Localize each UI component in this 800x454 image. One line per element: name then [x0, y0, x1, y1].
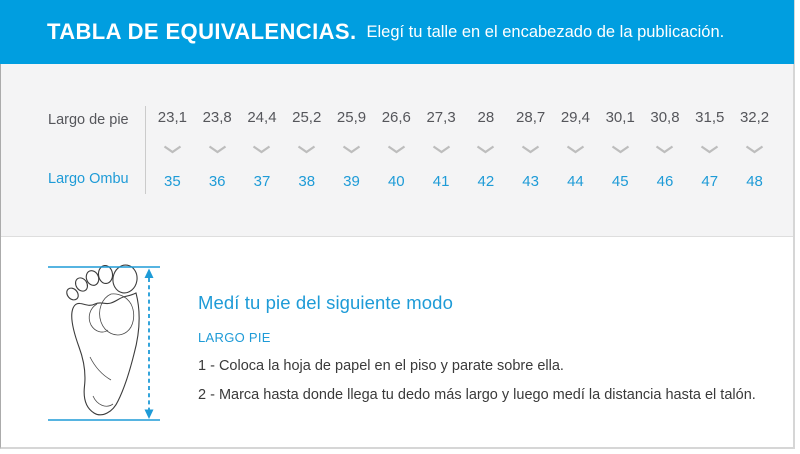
foot-illustration	[48, 264, 160, 421]
ombu-size-value: 48	[746, 173, 763, 190]
foot-measurement-diagram	[48, 262, 161, 431]
foot-length-value: 32,2	[739, 109, 770, 126]
foot-length-value: 23,1	[157, 109, 187, 126]
chevron-down-icon	[298, 145, 316, 154]
size-column: 28,7 43	[508, 106, 553, 194]
chevron-down-icon	[387, 145, 405, 154]
size-columns: 23,1 35 23,8 36 24,4 37 25,2 38 25,9 39 26,6 40 27,3…	[145, 106, 793, 194]
foot-length-row-label: Largo de pie	[48, 112, 129, 128]
foot-length-value: 23,8	[202, 109, 232, 126]
chevron-down-icon	[342, 145, 361, 154]
size-column: 29,4 44	[553, 106, 598, 194]
chevron-down-icon	[208, 145, 226, 154]
ombu-size-value: 47	[701, 173, 719, 190]
foot-length-value: 30,1	[605, 109, 635, 126]
foot-outline	[66, 264, 140, 416]
size-column: 31,5 47	[687, 106, 732, 194]
ombu-size-value: 41	[432, 173, 450, 190]
vertical-measurement-arrow	[48, 266, 160, 421]
foot-length-value: 26,6	[381, 109, 411, 126]
chevron-down-icon	[163, 145, 182, 154]
chevron-down-icon	[432, 145, 450, 154]
foot-length-value: 25,9	[336, 109, 367, 126]
size-column: 25,9 39	[329, 106, 374, 194]
instruction-step-2: 2 - Marca hasta donde llega tu dedo más …	[198, 387, 756, 403]
chevron-down-icon	[477, 145, 495, 154]
size-column: 30,1 45	[598, 106, 643, 194]
ombu-size-value: 39	[343, 173, 360, 190]
size-column: 23,1 35	[150, 106, 195, 194]
ombu-size-value: 40	[387, 173, 405, 190]
ombu-size-value: 42	[477, 173, 495, 190]
size-column: 25,2 38	[284, 106, 329, 194]
chevron-down-icon	[566, 145, 585, 154]
chevron-down-icon	[253, 145, 271, 154]
chevron-down-icon	[745, 145, 764, 154]
ombu-size-value: 44	[567, 173, 584, 190]
size-column: 26,6 40	[374, 106, 419, 194]
measurement-section: Medí tu pie del siguiente modo LARGO PIE…	[1, 237, 793, 431]
foot-length-value: 30,8	[650, 109, 680, 126]
measure-instructions-title: Medí tu pie del siguiente modo	[198, 292, 453, 313]
ombu-size-value: 38	[298, 173, 316, 190]
foot-length-value: 27,3	[426, 109, 456, 126]
header-subtitle: Elegí tu talle en el encabezado de la pu…	[366, 22, 725, 41]
largo-pie-label: LARGO PIE	[198, 330, 271, 345]
size-column: 30,8 46	[643, 106, 688, 194]
page-title: TABLA DE EQUIVALENCIAS.	[47, 19, 357, 44]
foot-length-value: 31,5	[695, 109, 725, 126]
equivalence-table: Largo de pie Largo Ombu 23,1 35 23,8 36 24,4…	[1, 64, 793, 237]
chevron-down-icon	[656, 145, 674, 154]
ombu-size-row-label: Largo Ombu	[48, 171, 129, 187]
chevron-down-icon	[611, 145, 629, 154]
ombu-size-value: 45	[611, 173, 629, 190]
size-column: 28 42	[463, 106, 508, 194]
header-banner: TABLA DE EQUIVALENCIAS. Elegí tu talle e…	[0, 0, 794, 64]
foot-length-value: 24,4	[247, 109, 277, 126]
size-column: 23,8 36	[195, 106, 240, 194]
foot-length-value: 25,2	[292, 109, 322, 126]
foot-length-value: 28,7	[516, 109, 546, 126]
foot-length-value: 28	[477, 109, 495, 126]
chevron-down-icon	[522, 145, 540, 154]
instructions-block: Medí tu pie del siguiente modo LARGO PIE…	[198, 237, 756, 431]
ombu-size-value: 37	[253, 173, 271, 190]
ombu-size-value: 35	[164, 173, 181, 190]
row-labels-column: Largo de pie Largo Ombu	[1, 106, 145, 194]
foot-detail-lines	[88, 293, 135, 407]
chevron-down-icon	[701, 145, 719, 154]
ombu-size-value: 43	[522, 173, 539, 190]
size-column: 27,3 41	[419, 106, 464, 194]
size-column: 32,2 48	[732, 106, 777, 194]
ombu-size-value: 36	[208, 173, 226, 190]
instruction-step-1: 1 - Coloca la hoja de papel en el piso y…	[198, 358, 564, 374]
ombu-size-value: 46	[656, 173, 674, 190]
foot-length-value: 29,4	[560, 109, 591, 126]
equivalence-table-inner: Largo de pie Largo Ombu 23,1 35 23,8 36 24,4…	[1, 106, 793, 194]
size-column: 24,4 37	[240, 106, 285, 194]
